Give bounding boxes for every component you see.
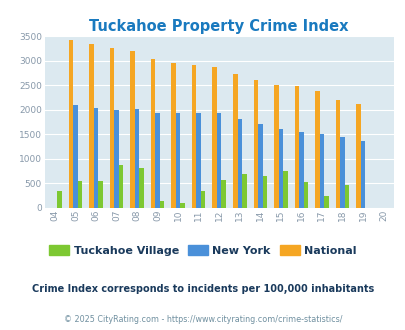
Bar bbox=[94, 108, 98, 208]
Bar bbox=[155, 113, 160, 208]
Bar bbox=[73, 105, 77, 208]
Bar bbox=[344, 185, 348, 208]
Bar bbox=[258, 124, 262, 208]
Bar bbox=[160, 201, 164, 208]
Bar bbox=[335, 100, 339, 208]
Bar bbox=[314, 91, 319, 208]
Bar bbox=[192, 65, 196, 208]
Bar bbox=[237, 119, 241, 208]
Title: Tuckahoe Property Crime Index: Tuckahoe Property Crime Index bbox=[89, 19, 348, 34]
Bar bbox=[360, 141, 364, 208]
Bar bbox=[221, 181, 226, 208]
Bar bbox=[119, 165, 123, 208]
Bar bbox=[282, 171, 287, 208]
Bar bbox=[273, 85, 278, 208]
Bar bbox=[68, 40, 73, 208]
Bar bbox=[196, 113, 200, 208]
Bar bbox=[216, 113, 221, 208]
Bar bbox=[319, 134, 324, 208]
Legend: Tuckahoe Village, New York, National: Tuckahoe Village, New York, National bbox=[45, 241, 360, 260]
Bar bbox=[114, 110, 119, 208]
Text: Crime Index corresponds to incidents per 100,000 inhabitants: Crime Index corresponds to incidents per… bbox=[32, 284, 373, 294]
Bar bbox=[98, 181, 102, 208]
Bar bbox=[241, 174, 246, 208]
Bar bbox=[253, 81, 258, 208]
Bar bbox=[77, 182, 82, 208]
Bar bbox=[180, 203, 185, 208]
Bar bbox=[139, 168, 143, 208]
Bar bbox=[339, 137, 344, 208]
Bar bbox=[175, 113, 180, 208]
Bar bbox=[89, 44, 94, 208]
Bar bbox=[171, 63, 175, 208]
Bar bbox=[130, 51, 134, 208]
Bar bbox=[355, 105, 360, 208]
Bar bbox=[298, 132, 303, 208]
Bar bbox=[278, 129, 282, 208]
Bar bbox=[151, 59, 155, 208]
Bar bbox=[57, 191, 62, 208]
Bar bbox=[294, 86, 298, 208]
Bar bbox=[109, 48, 114, 208]
Bar bbox=[200, 191, 205, 208]
Bar bbox=[324, 196, 328, 208]
Bar bbox=[212, 67, 216, 208]
Bar bbox=[232, 74, 237, 208]
Bar bbox=[303, 182, 307, 208]
Text: © 2025 CityRating.com - https://www.cityrating.com/crime-statistics/: © 2025 CityRating.com - https://www.city… bbox=[64, 315, 341, 324]
Bar bbox=[134, 109, 139, 208]
Bar bbox=[262, 176, 266, 208]
